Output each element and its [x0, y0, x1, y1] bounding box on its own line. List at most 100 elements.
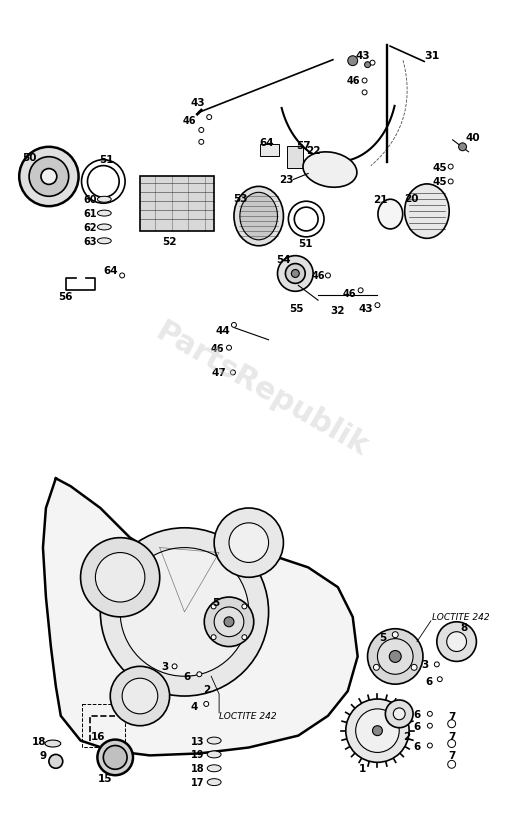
Ellipse shape	[240, 193, 277, 241]
Text: 17: 17	[190, 777, 204, 787]
Text: 7: 7	[448, 711, 456, 721]
Circle shape	[346, 699, 409, 762]
Circle shape	[348, 57, 358, 66]
Text: 6: 6	[414, 741, 421, 751]
Ellipse shape	[207, 779, 221, 786]
Text: 51: 51	[298, 238, 313, 248]
Circle shape	[389, 651, 401, 662]
Circle shape	[211, 605, 216, 609]
Circle shape	[211, 635, 216, 640]
Circle shape	[227, 346, 231, 351]
Text: 46: 46	[347, 76, 361, 86]
Text: 54: 54	[276, 255, 291, 265]
Text: 47: 47	[212, 368, 226, 378]
Circle shape	[172, 664, 177, 669]
Text: 20: 20	[404, 194, 418, 204]
Ellipse shape	[207, 751, 221, 758]
Text: 1: 1	[359, 763, 366, 773]
Circle shape	[242, 635, 247, 640]
Circle shape	[365, 63, 371, 69]
Circle shape	[434, 662, 439, 667]
Polygon shape	[43, 479, 358, 756]
Text: 60: 60	[84, 195, 97, 205]
Circle shape	[97, 739, 133, 775]
Circle shape	[448, 179, 453, 184]
Circle shape	[110, 667, 170, 726]
Circle shape	[437, 622, 476, 662]
Text: 3: 3	[161, 662, 168, 672]
Circle shape	[120, 274, 125, 279]
Text: 46: 46	[211, 343, 224, 353]
Circle shape	[393, 708, 405, 720]
Circle shape	[385, 700, 413, 728]
Ellipse shape	[97, 211, 111, 217]
Circle shape	[231, 323, 236, 328]
Text: 18: 18	[190, 763, 204, 773]
Text: 64: 64	[103, 266, 118, 276]
FancyBboxPatch shape	[107, 749, 123, 765]
Text: 43: 43	[358, 304, 373, 313]
Text: 40: 40	[465, 133, 480, 143]
Text: LOCTITE 242: LOCTITE 242	[219, 711, 277, 720]
Text: 2: 2	[204, 684, 211, 694]
Circle shape	[49, 754, 63, 768]
Text: 55: 55	[289, 304, 304, 313]
Circle shape	[375, 304, 380, 308]
Circle shape	[326, 274, 330, 279]
Text: 46: 46	[311, 271, 325, 281]
Circle shape	[358, 289, 363, 294]
Circle shape	[100, 528, 269, 696]
Circle shape	[448, 739, 456, 748]
Circle shape	[87, 166, 119, 198]
Circle shape	[368, 629, 423, 684]
Text: 22: 22	[306, 146, 320, 155]
Circle shape	[204, 701, 209, 706]
Ellipse shape	[234, 187, 283, 246]
Text: 6: 6	[414, 721, 421, 731]
Text: 45: 45	[432, 162, 447, 172]
Circle shape	[427, 711, 432, 716]
Circle shape	[199, 128, 204, 133]
Circle shape	[230, 370, 235, 375]
Ellipse shape	[303, 153, 357, 188]
Circle shape	[294, 208, 318, 232]
Text: 4: 4	[191, 701, 198, 711]
Circle shape	[427, 743, 432, 748]
Text: 31: 31	[424, 50, 439, 60]
Circle shape	[122, 678, 158, 714]
Text: 56: 56	[59, 292, 73, 302]
Circle shape	[229, 523, 269, 562]
Text: 15: 15	[98, 773, 113, 783]
Circle shape	[214, 607, 244, 637]
Circle shape	[242, 605, 247, 609]
Circle shape	[19, 147, 79, 207]
Text: 3: 3	[421, 660, 429, 670]
Circle shape	[437, 677, 442, 681]
Text: 32: 32	[331, 306, 345, 316]
Text: LOCTITE 242: LOCTITE 242	[432, 613, 489, 622]
Text: 18: 18	[32, 736, 46, 746]
Text: 5: 5	[213, 597, 220, 607]
Circle shape	[95, 553, 145, 602]
Text: 52: 52	[163, 237, 177, 246]
Text: 23: 23	[279, 175, 293, 185]
Circle shape	[120, 548, 249, 676]
Text: 5: 5	[379, 632, 386, 642]
Circle shape	[288, 202, 324, 237]
Text: 44: 44	[216, 326, 230, 336]
Circle shape	[224, 617, 234, 627]
Circle shape	[362, 79, 367, 84]
Text: 43: 43	[190, 98, 205, 108]
Ellipse shape	[45, 740, 61, 747]
Ellipse shape	[378, 200, 402, 230]
Circle shape	[285, 265, 305, 284]
Ellipse shape	[97, 238, 111, 245]
Text: 8: 8	[460, 622, 467, 632]
Text: 6: 6	[184, 672, 191, 681]
Circle shape	[197, 672, 202, 677]
Circle shape	[427, 724, 432, 729]
Ellipse shape	[97, 225, 111, 231]
Circle shape	[370, 61, 375, 66]
Text: 46: 46	[183, 116, 196, 126]
Text: 6: 6	[414, 709, 421, 719]
